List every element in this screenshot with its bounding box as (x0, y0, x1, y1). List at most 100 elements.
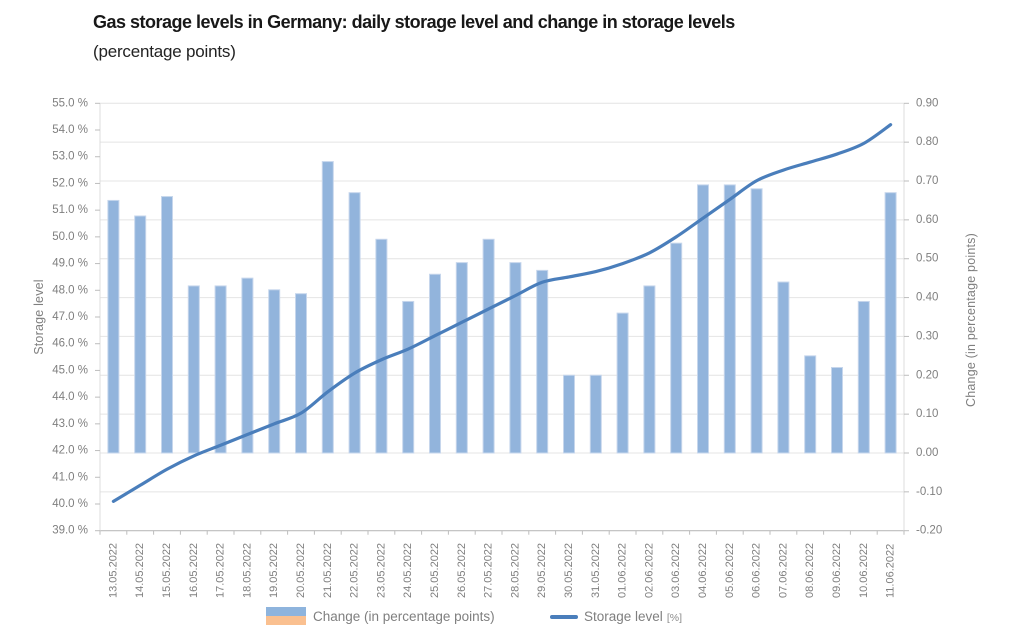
bar-change (429, 273, 441, 454)
bar-change (375, 238, 388, 454)
x-date-label: 04.06.2022 (697, 543, 709, 598)
left-tick-label: 43.0 % (52, 418, 88, 430)
legend-label-storage-unit: [%] (666, 612, 682, 624)
x-date-label: 26.05.2022 (456, 543, 468, 598)
left-tick-label: 49.0 % (52, 258, 88, 270)
bar-change (321, 161, 334, 454)
bar-change (670, 242, 683, 454)
x-date-label: 29.05.2022 (536, 543, 548, 598)
bar-change (750, 188, 763, 454)
bar-change (402, 300, 415, 454)
left-tick-label: 54.0 % (52, 124, 88, 136)
x-date-label: 09.06.2022 (831, 543, 843, 598)
right-tick-label: -0.10 (916, 486, 942, 498)
bar-change (536, 269, 549, 454)
legend-label-change: Change (in percentage points) (313, 609, 495, 624)
bar-change (723, 184, 736, 454)
chart-subtitle: (percentage points) (93, 42, 236, 61)
left-tick-label: 41.0 % (52, 471, 88, 483)
x-date-label: 23.05.2022 (375, 543, 387, 598)
legend-swatch-positive (266, 607, 306, 616)
x-date-label: 14.05.2022 (134, 543, 146, 598)
x-date-label: 08.06.2022 (804, 543, 816, 598)
bar-change (241, 277, 254, 454)
bar-change (563, 374, 575, 454)
bar-change (348, 192, 361, 454)
right-tick-label: 0.40 (916, 292, 938, 304)
x-date-label: 11.06.2022 (885, 544, 897, 598)
right-tick-label: 0.80 (916, 136, 938, 148)
bar-change (804, 355, 817, 454)
chart-title: Gas storage levels in Germany: daily sto… (93, 12, 735, 32)
right-tick-label: 0.50 (916, 253, 938, 265)
left-tick-label: 44.0 % (52, 391, 88, 403)
x-date-label: 05.06.2022 (724, 543, 736, 598)
right-tick-label: 0.70 (916, 175, 938, 187)
left-tick-label: 47.0 % (52, 311, 88, 323)
x-date-label: 10.06.2022 (858, 543, 870, 598)
right-tick-label: 0.60 (916, 214, 938, 226)
bar-change (777, 281, 790, 454)
left-tick-label: 39.0 % (52, 525, 88, 537)
x-date-label: 03.06.2022 (670, 543, 682, 598)
right-tick-label: 0.20 (916, 369, 938, 381)
x-date-label: 22.05.2022 (349, 543, 361, 598)
left-tick-label: 51.0 % (52, 204, 88, 216)
bar-change (214, 285, 227, 454)
right-tick-label: 0.30 (916, 330, 938, 342)
bar-change (295, 293, 307, 454)
bar-change (616, 312, 629, 454)
left-tick-label: 55.0 % (52, 97, 88, 109)
left-tick-label: 46.0 % (52, 338, 88, 350)
x-date-label: 31.05.2022 (590, 543, 602, 598)
right-tick-label: 0.10 (916, 408, 938, 420)
x-date-label: 30.05.2022 (563, 543, 575, 598)
x-date-label: 06.06.2022 (751, 543, 763, 598)
bar-change (643, 285, 656, 454)
left-tick-label: 40.0 % (52, 498, 88, 510)
bar-change (831, 367, 843, 454)
bar-change (187, 285, 200, 454)
bar-change (134, 215, 147, 454)
bar-change (857, 300, 870, 454)
left-tick-label: 50.0 % (52, 231, 88, 243)
x-date-label: 19.05.2022 (268, 543, 280, 598)
x-date-label: 27.05.2022 (483, 543, 495, 598)
x-date-label: 24.05.2022 (402, 543, 414, 598)
x-date-label: 15.05.2022 (161, 543, 173, 598)
x-date-label: 07.06.2022 (777, 543, 789, 598)
legend-swatch-change (266, 607, 306, 625)
bar-change (884, 192, 897, 454)
bar-change (268, 289, 281, 454)
right-tick-label: 0.00 (916, 447, 938, 459)
right-tick-label: -0.20 (916, 525, 942, 537)
legend-swatch-negative (266, 616, 306, 625)
bar-change (455, 262, 468, 454)
left-tick-label: 53.0 % (52, 151, 88, 163)
x-date-label: 18.05.2022 (241, 543, 253, 598)
bar-change (107, 199, 120, 454)
storage-level-line (111, 123, 893, 503)
x-date-label: 20.05.2022 (295, 543, 307, 598)
left-tick-label: 45.0 % (52, 364, 88, 376)
x-date-label: 17.05.2022 (215, 543, 227, 598)
bar-change (589, 374, 602, 454)
bar-change (697, 184, 709, 454)
x-date-label: 01.06.2022 (617, 543, 629, 598)
bar-change (482, 238, 495, 454)
x-date-label: 25.05.2022 (429, 543, 441, 598)
legend-line-swatch (550, 615, 578, 619)
x-date-label: 16.05.2022 (188, 543, 200, 598)
left-tick-label: 52.0 % (52, 177, 88, 189)
x-date-label: 28.05.2022 (509, 543, 521, 598)
x-date-label: 02.06.2022 (643, 543, 655, 598)
bar-change (509, 262, 522, 454)
left-tick-label: 42.0 % (52, 445, 88, 457)
x-date-label: 21.05.2022 (322, 543, 334, 598)
legend-label-storage: Storage level [%] (584, 608, 682, 626)
left-tick-label: 48.0 % (52, 284, 88, 296)
right-tick-label: 0.90 (916, 97, 938, 109)
bar-change (161, 196, 173, 454)
